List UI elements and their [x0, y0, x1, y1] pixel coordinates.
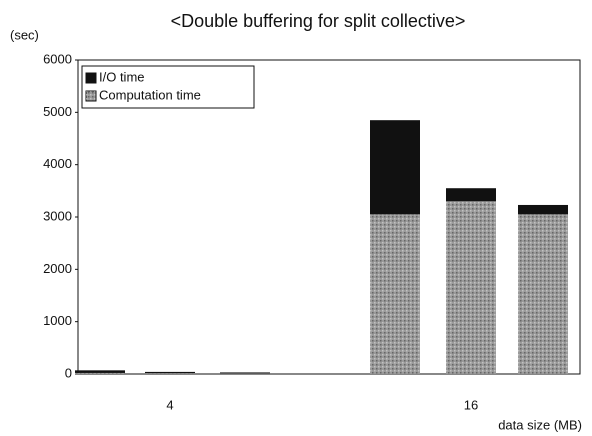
- y-tick-label: 1000: [43, 313, 72, 328]
- x-tick-label: 4: [166, 397, 173, 412]
- legend-box: [81, 65, 255, 109]
- x-axis-label: data size (MB): [498, 417, 582, 432]
- y-tick-label: 4000: [43, 156, 72, 171]
- bar-texture: [446, 201, 496, 374]
- legend-label: Computation time: [99, 87, 201, 102]
- bar-segment: [220, 372, 270, 374]
- y-axis-label: (sec): [10, 27, 39, 42]
- y-tick-label: 0: [65, 365, 72, 380]
- bar-segment: [75, 370, 125, 373]
- bar-segment: [518, 204, 568, 215]
- bar-segment: [370, 120, 420, 215]
- legend-swatch: [85, 72, 97, 84]
- bar-texture: [220, 373, 270, 374]
- bar-segment: [145, 371, 195, 374]
- legend-label: I/O time: [99, 69, 145, 84]
- y-tick-label: 3000: [43, 208, 72, 223]
- bar-texture: [518, 214, 568, 374]
- y-tick-label: 5000: [43, 104, 72, 119]
- y-tick-label: 6000: [43, 51, 72, 66]
- chart-title: <Double buffering for split collective>: [171, 11, 466, 31]
- bar-texture: [75, 372, 125, 374]
- bar-texture: [145, 373, 195, 374]
- x-tick-label: 16: [464, 397, 478, 412]
- y-tick-label: 2000: [43, 261, 72, 276]
- legend-texture: [86, 91, 96, 101]
- bar-segment: [446, 188, 496, 202]
- bar-texture: [370, 214, 420, 374]
